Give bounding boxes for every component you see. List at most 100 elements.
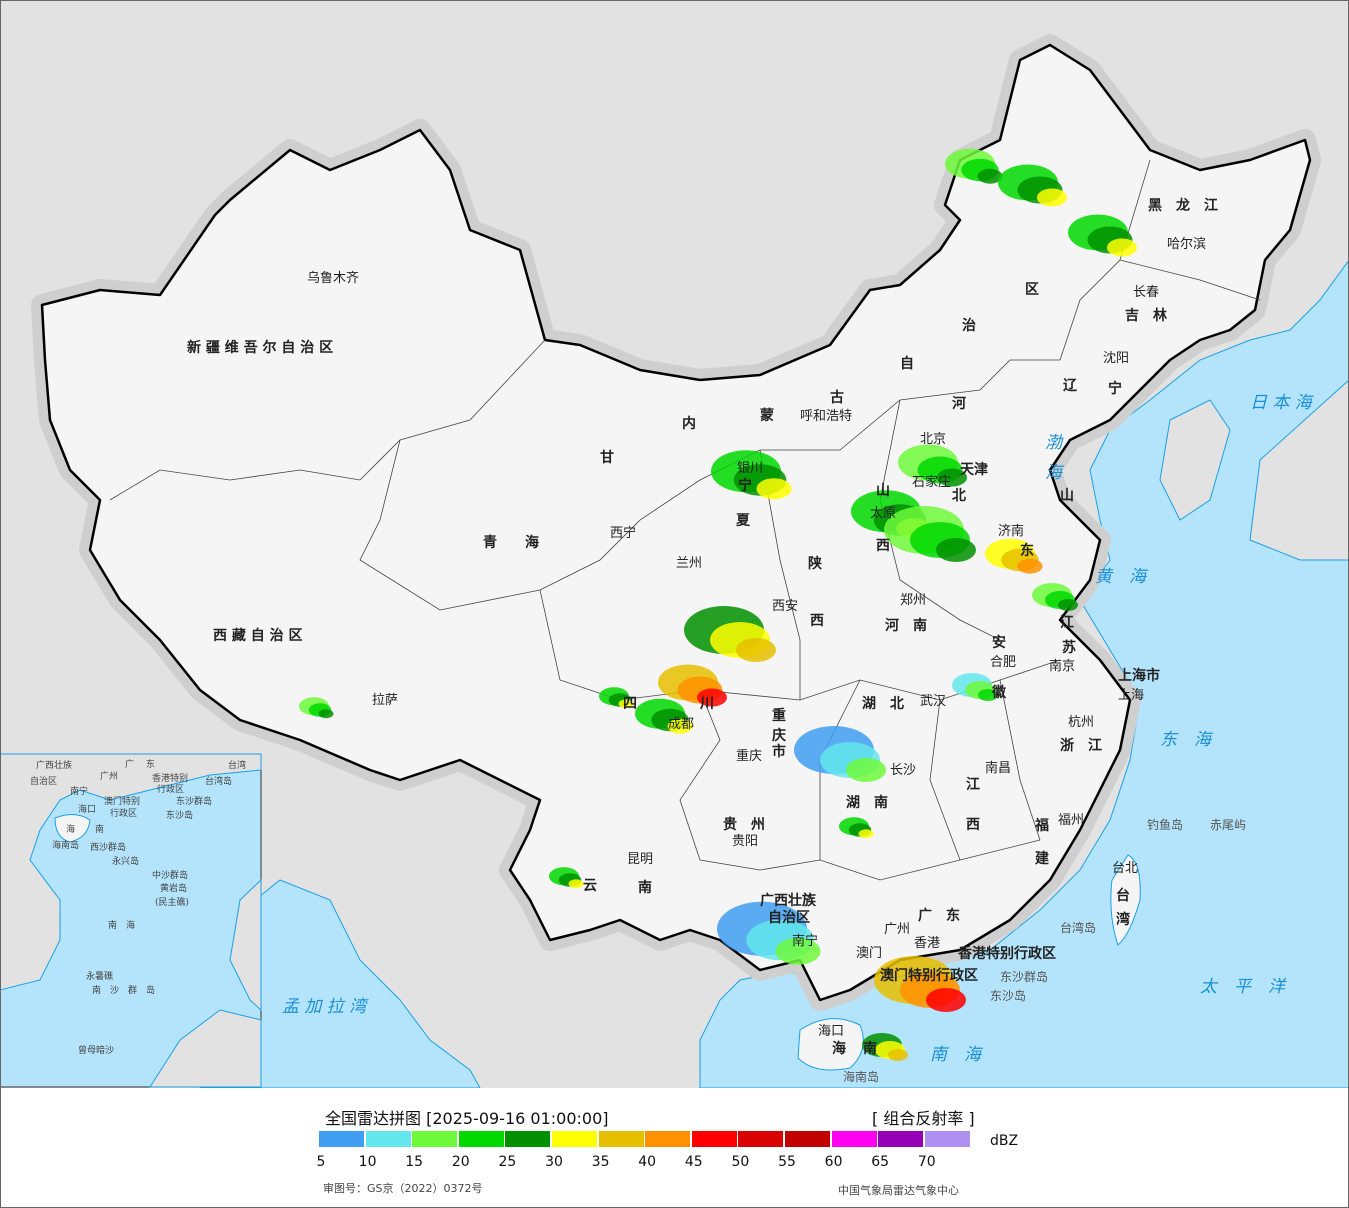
scale-tick: 25 bbox=[498, 1154, 517, 1170]
scale-tick: 20 bbox=[451, 1154, 470, 1170]
sea-label: 日 本 海 bbox=[1250, 393, 1315, 413]
scale-swatch bbox=[924, 1131, 970, 1147]
inset-label: 黄岩岛 bbox=[160, 882, 187, 894]
sea-label: 渤 bbox=[1045, 433, 1064, 453]
inset-label: 南宁 bbox=[70, 785, 88, 797]
city-label: 广州 bbox=[884, 922, 910, 937]
scale-tick: 5 bbox=[316, 1154, 326, 1170]
province-label: 市 bbox=[772, 743, 786, 760]
province-label: 上海市 bbox=[1118, 667, 1160, 684]
radar-echo bbox=[937, 468, 967, 487]
province-label: 辽 bbox=[1063, 378, 1078, 394]
radar-echo bbox=[846, 758, 886, 782]
sea-label: 太 平 洋 bbox=[1200, 977, 1287, 997]
scale-tick: 15 bbox=[405, 1154, 424, 1170]
province-label: 广西壮族 bbox=[760, 892, 817, 909]
unit-label: dBZ bbox=[990, 1133, 1019, 1149]
city-label: 沈阳 bbox=[1103, 351, 1129, 366]
city-label: 郑州 bbox=[900, 593, 926, 608]
inset-label: 行政区 bbox=[157, 783, 184, 795]
inset-label: 永兴岛 bbox=[112, 855, 139, 867]
province-label: 黑 龙 江 bbox=[1148, 197, 1218, 214]
radar-echo bbox=[978, 689, 998, 701]
inset-label: 澳门特别 bbox=[104, 795, 140, 807]
radar-echo bbox=[1037, 188, 1067, 207]
radar-echo bbox=[618, 699, 634, 709]
province-label: 贵 州 bbox=[723, 816, 765, 833]
city-label: 成都 bbox=[668, 717, 694, 732]
radar-echo bbox=[568, 879, 584, 889]
province-label: 重 bbox=[772, 707, 786, 724]
scale-tick: 50 bbox=[731, 1154, 750, 1170]
radar-echo bbox=[936, 538, 976, 562]
city-label: 重庆 bbox=[736, 748, 762, 764]
inset-label: 广 bbox=[125, 758, 134, 770]
province-label: 福 bbox=[1034, 817, 1049, 834]
province-label: 广 东 bbox=[918, 907, 960, 924]
inset-label: 东沙岛 bbox=[166, 809, 193, 821]
province-label: 徽 bbox=[991, 684, 1007, 701]
inset-label: 海 bbox=[66, 823, 75, 835]
inset-label: 行政区 bbox=[110, 807, 137, 819]
province-label: 云 bbox=[583, 878, 597, 894]
city-label: 武汉 bbox=[920, 694, 946, 709]
city-label: 拉萨 bbox=[372, 693, 398, 708]
radar-echo bbox=[775, 937, 821, 965]
province-label: 江 bbox=[1060, 614, 1074, 631]
sea-label: 黄 海 bbox=[1095, 567, 1149, 587]
province-label: 山 bbox=[1060, 488, 1074, 504]
color-scale bbox=[319, 1131, 971, 1147]
radar-echo bbox=[1107, 238, 1137, 257]
city-label: 福州 bbox=[1058, 813, 1084, 828]
inset-label: 自治区 bbox=[30, 775, 57, 787]
province-borders bbox=[109, 159, 1261, 881]
province-label: 自 bbox=[900, 355, 914, 372]
province-label: 南 bbox=[863, 1040, 877, 1057]
city-label: 南京 bbox=[1049, 658, 1075, 674]
legend-panel bbox=[0, 1088, 1349, 1208]
province-label: 夏 bbox=[736, 512, 751, 529]
city-label: 太原 bbox=[870, 506, 896, 521]
scale-tick: 35 bbox=[591, 1154, 610, 1170]
island-label: 东沙岛 bbox=[990, 988, 1026, 1003]
radar-echo bbox=[977, 168, 1003, 184]
province-label: 天津 bbox=[960, 461, 988, 478]
city-label: 石家庄 bbox=[912, 474, 951, 490]
city-label: 杭州 bbox=[1068, 715, 1094, 730]
scale-swatch bbox=[691, 1131, 737, 1147]
inset-label: 台湾 bbox=[228, 759, 246, 771]
province-label: 湾 bbox=[1116, 911, 1130, 928]
sea-label: 孟 加 拉 湾 bbox=[282, 997, 369, 1017]
province-label: 台 bbox=[1116, 887, 1130, 904]
city-label: 兰州 bbox=[676, 556, 702, 571]
radar-echo bbox=[318, 709, 334, 719]
province-label: 澳门特别行政区 bbox=[880, 967, 978, 984]
city-label: 乌鲁木齐 bbox=[307, 270, 359, 286]
approval-number: 审图号：GS京（2022）0372号 bbox=[323, 1182, 483, 1195]
radar-map[interactable]: 新 疆 维 吾 尔 自 治 区西 藏 自 治 区青 海甘内蒙古自治区黑 龙 江吉… bbox=[0, 0, 1349, 1089]
province-label: 川 bbox=[699, 696, 714, 712]
city-label: 上海 bbox=[1118, 688, 1144, 703]
scale-swatch bbox=[458, 1131, 504, 1147]
city-label: 合肥 bbox=[990, 655, 1016, 670]
product-name: [ 组合反射率 ] bbox=[872, 1109, 975, 1128]
radar-echo bbox=[1017, 558, 1043, 574]
city-label: 澳门 bbox=[856, 945, 882, 961]
province-label: 山 bbox=[876, 483, 890, 499]
province-label: 西 bbox=[876, 538, 890, 554]
scale-tick: 55 bbox=[778, 1154, 796, 1170]
province-label: 湖 南 bbox=[846, 794, 888, 811]
scale-swatch bbox=[645, 1131, 691, 1147]
sea-label: 东 海 bbox=[1160, 730, 1214, 750]
province-label: 自治区 bbox=[768, 909, 810, 926]
city-label: 台北 bbox=[1112, 861, 1138, 876]
island-label: 台湾岛 bbox=[1060, 920, 1096, 935]
scale-tick: 10 bbox=[358, 1154, 377, 1170]
inset-label: 广州 bbox=[100, 770, 118, 782]
inset-label: 东沙群岛 bbox=[176, 795, 212, 807]
scale-swatch bbox=[551, 1131, 597, 1147]
province-label: 青 海 bbox=[483, 534, 539, 551]
scale-swatch bbox=[738, 1131, 784, 1147]
